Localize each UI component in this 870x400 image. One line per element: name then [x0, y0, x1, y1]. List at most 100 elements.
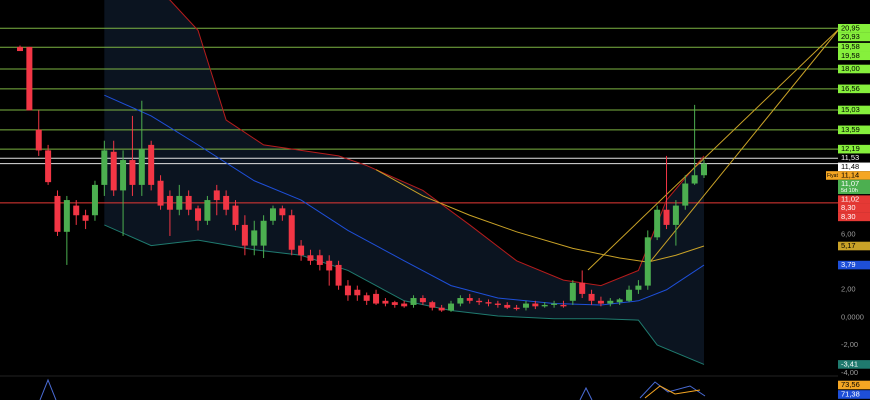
candle-body — [438, 307, 445, 311]
candle-body — [560, 304, 567, 307]
price-label: 3,79 — [841, 260, 856, 269]
price-label-box — [838, 84, 870, 94]
candle-body — [129, 160, 136, 185]
candle-body — [120, 160, 127, 191]
candle-body — [401, 303, 408, 307]
price-label: 19,58 — [841, 51, 860, 60]
candle-body — [635, 285, 642, 290]
candle-body — [607, 300, 614, 304]
price-label: -3,41 — [841, 359, 858, 368]
candle-body — [138, 149, 145, 185]
candle-body — [326, 260, 333, 271]
price-label-box — [838, 105, 870, 115]
price-label: 15,03 — [841, 105, 860, 114]
candle-body — [251, 230, 258, 246]
y-tick-label: -4,00 — [841, 368, 858, 377]
candle-body — [213, 190, 220, 201]
candle-body — [588, 293, 595, 301]
price-label-box — [838, 260, 870, 270]
candle-body — [579, 282, 586, 294]
overlay-line — [104, 224, 705, 365]
candle-body — [654, 209, 661, 238]
candle-body — [232, 205, 239, 225]
candle-body — [17, 46, 23, 52]
candle-body — [541, 304, 548, 307]
price-label-box — [838, 64, 870, 74]
candle-body — [476, 300, 483, 303]
price-label-box — [838, 179, 870, 189]
candle-body — [429, 302, 436, 308]
trend-line — [587, 27, 841, 271]
y-tick-label: -2,00 — [841, 340, 858, 349]
candle-body — [485, 302, 492, 304]
candle-body — [54, 195, 61, 232]
price-label-box — [838, 162, 870, 172]
price-label: 19,58 — [841, 42, 860, 51]
candle-body — [569, 282, 576, 301]
candle-body — [166, 195, 173, 210]
candle-body — [382, 300, 389, 304]
price-label-box — [838, 171, 870, 180]
price-label-box — [838, 144, 870, 154]
indicator-label: 73,56 — [841, 380, 860, 389]
y-tick-label: 0,0000 — [841, 312, 864, 321]
candle-body — [101, 150, 108, 185]
candle-body — [335, 264, 342, 286]
price-label: 11,53 — [841, 153, 859, 162]
candles-layer — [17, 45, 707, 312]
price-label-box — [838, 212, 870, 222]
candle-body — [269, 208, 276, 221]
candle-body — [195, 208, 202, 221]
indicator-label: 71,38 — [841, 389, 860, 398]
price-label-box — [838, 241, 870, 251]
price-label: 11,48 — [841, 162, 859, 171]
price-label: 16,56 — [841, 84, 860, 93]
price-label: 11,02 — [841, 195, 859, 204]
candle-body — [26, 46, 33, 111]
candle-body — [672, 205, 679, 225]
candle-body — [691, 175, 698, 184]
candle-body — [354, 289, 361, 296]
candle-body — [185, 195, 192, 210]
price-label: 12,19 — [841, 144, 860, 153]
candle-body — [682, 183, 689, 206]
candle-body — [204, 200, 211, 221]
candle-body — [223, 195, 230, 210]
candle-body — [419, 298, 426, 303]
candle-body — [344, 285, 351, 296]
candle-body — [288, 215, 295, 250]
candle-body — [701, 163, 707, 176]
candle-body — [466, 298, 473, 301]
candle-body — [522, 303, 529, 308]
y-tick-label: 2,00 — [841, 285, 856, 294]
indicator-line — [39, 378, 706, 400]
countdown-box — [838, 187, 870, 195]
candle-body — [91, 184, 98, 216]
price-axis: 20,9520,9319,5819,5818,0016,5615,0313,59… — [826, 23, 870, 399]
candle-body — [176, 195, 183, 210]
trend-line — [649, 27, 841, 263]
candle-body — [644, 237, 651, 286]
candle-body — [35, 129, 42, 151]
candle-body — [513, 307, 520, 310]
candle-body — [532, 303, 539, 307]
price-badge-box — [826, 171, 838, 180]
candle-body — [241, 224, 248, 246]
overlay-line — [104, 94, 705, 306]
price-label: 8,30 — [841, 203, 856, 212]
countdown: 5d 10h — [841, 188, 858, 194]
price-label-box — [838, 51, 870, 61]
price-label: 13,59 — [841, 125, 860, 134]
candle-body — [494, 303, 501, 305]
price-label-box — [838, 195, 870, 204]
candle-body — [373, 293, 380, 304]
candle-body — [626, 289, 633, 301]
candle-body — [316, 255, 323, 265]
overlay-line — [168, 0, 705, 287]
candle-body — [45, 150, 52, 183]
price-label-box — [838, 23, 870, 33]
candle-body — [597, 300, 604, 304]
price-label: 8,30 — [841, 212, 856, 221]
candle-body — [551, 303, 558, 305]
candle-body — [448, 303, 455, 311]
